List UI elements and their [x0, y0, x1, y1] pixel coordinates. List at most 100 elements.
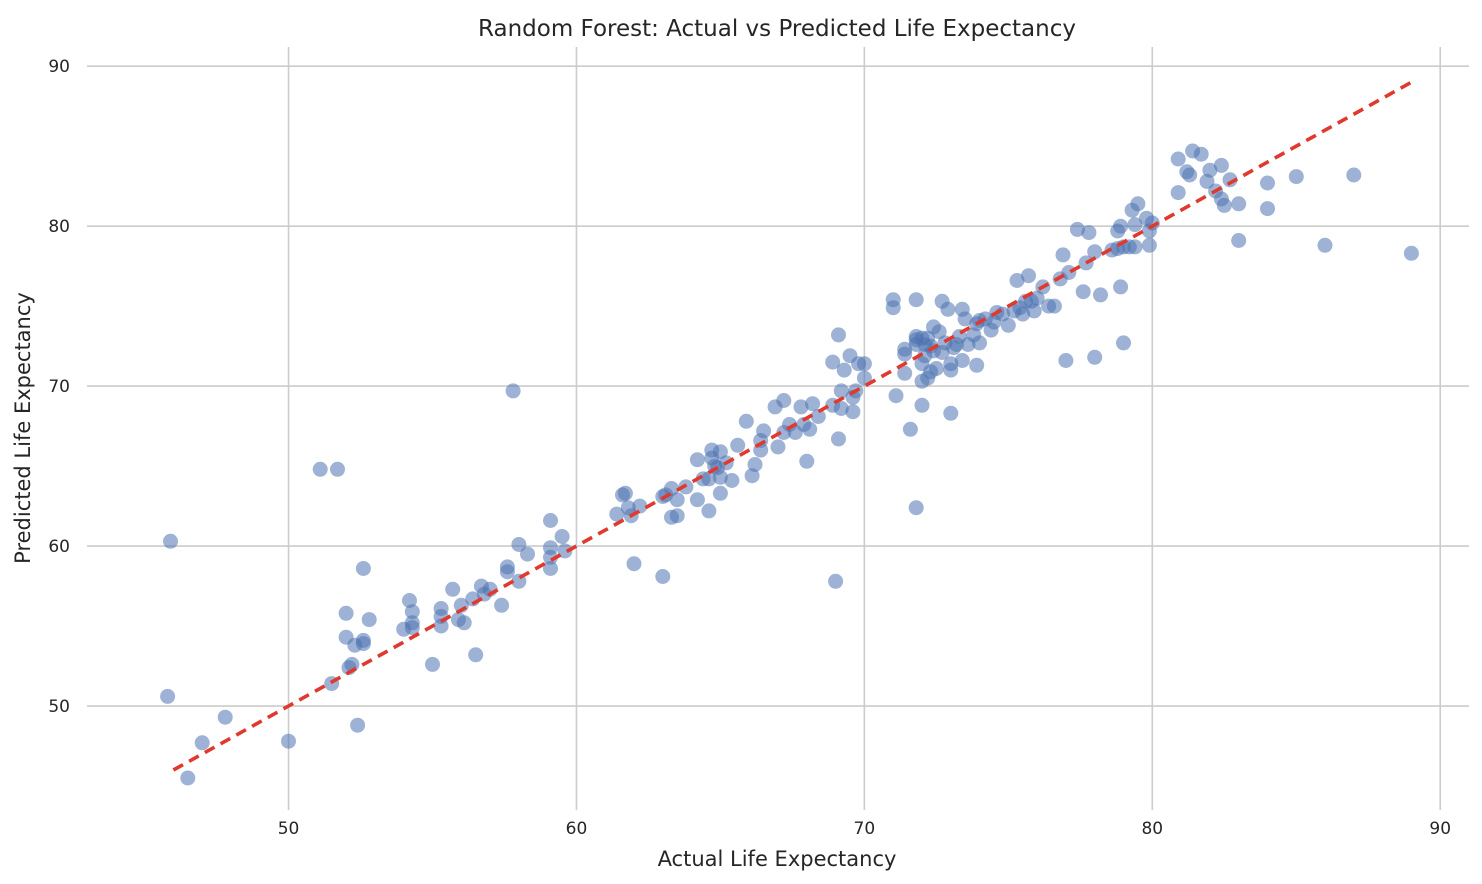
data-point: [1058, 353, 1074, 368]
data-point: [689, 452, 705, 468]
data-point: [1009, 273, 1025, 288]
data-point: [494, 597, 510, 613]
data-point: [1141, 237, 1157, 253]
data-point: [1403, 245, 1419, 261]
data-point: [1317, 237, 1333, 253]
data-point: [1000, 317, 1016, 333]
data-point: [632, 498, 648, 514]
data-point: [1113, 218, 1129, 234]
data-point: [957, 311, 973, 327]
data-point: [908, 292, 924, 308]
data-point: [1288, 169, 1304, 185]
data-point: [833, 383, 849, 399]
data-point: [969, 357, 985, 373]
data-point: [805, 396, 821, 412]
data-point: [888, 388, 904, 404]
reference-line: [172, 80, 1413, 772]
data-point: [1260, 201, 1275, 217]
data-point: [1202, 162, 1218, 178]
data-point: [404, 604, 420, 620]
data-point: [1216, 197, 1232, 213]
data-point: [756, 423, 772, 439]
data-point: [543, 513, 558, 528]
y-gridlines: [87, 65, 1469, 707]
data-point: [770, 439, 786, 455]
y-tick-labels: 50 60 70 80 90: [48, 57, 70, 717]
data-point: [943, 362, 959, 378]
data-point: [1182, 167, 1198, 183]
data-point: [897, 365, 913, 381]
data-point: [1127, 239, 1143, 255]
data-point: [972, 335, 987, 351]
data-point: [825, 354, 841, 370]
data-point: [1127, 217, 1143, 233]
y-tick-label: 60: [48, 537, 70, 557]
data-point: [1061, 265, 1077, 280]
data-point: [511, 537, 527, 552]
data-point: [1130, 196, 1146, 212]
y-tick-label: 80: [48, 217, 70, 237]
x-tick-label: 80: [1141, 819, 1163, 839]
data-point: [856, 370, 872, 386]
data-point: [1231, 196, 1247, 212]
data-point: [831, 327, 846, 343]
data-point: [1193, 146, 1209, 162]
x-tick-label: 60: [566, 819, 588, 839]
data-point: [712, 469, 728, 485]
data-point: [914, 397, 930, 413]
data-point: [669, 492, 685, 508]
data-point: [355, 561, 371, 576]
data-point: [312, 461, 328, 477]
data-point: [1170, 151, 1186, 167]
data-points: [160, 143, 1419, 786]
data-point: [845, 404, 861, 420]
data-point: [730, 437, 746, 453]
data-point: [669, 508, 685, 524]
data-point: [217, 709, 233, 725]
data-point: [1069, 221, 1085, 237]
data-point: [712, 485, 728, 501]
data-point: [802, 421, 818, 437]
data-point: [1093, 287, 1108, 303]
data-point: [1087, 244, 1103, 260]
data-point: [350, 717, 366, 733]
data-point: [1075, 284, 1091, 300]
data-point: [617, 485, 633, 501]
data-point: [1346, 167, 1362, 183]
data-point: [445, 581, 461, 597]
data-point: [505, 383, 521, 399]
data-point: [712, 444, 728, 460]
data-point: [456, 615, 472, 631]
data-point: [724, 473, 740, 488]
data-point: [701, 503, 717, 519]
y-tick-label: 50: [48, 697, 70, 717]
data-point: [1029, 290, 1045, 306]
data-point: [836, 362, 852, 378]
data-point: [954, 353, 970, 368]
data-point: [885, 300, 901, 316]
data-point: [664, 481, 679, 496]
data-point: [338, 605, 354, 621]
data-point: [689, 492, 705, 508]
data-point: [499, 564, 515, 580]
data-point: [1046, 298, 1062, 314]
data-point: [1260, 175, 1275, 191]
data-point: [554, 529, 570, 544]
data-point: [1170, 185, 1186, 201]
data-point: [468, 647, 484, 663]
data-point: [793, 399, 809, 415]
data-point: [1116, 335, 1131, 351]
data-point: [402, 593, 417, 608]
data-point: [831, 431, 846, 447]
data-point: [160, 688, 176, 704]
data-point: [626, 556, 642, 572]
data-point: [940, 301, 956, 317]
data-point: [856, 356, 872, 372]
data-point: [928, 361, 944, 376]
data-point: [1055, 247, 1071, 263]
x-tick-labels: 50 60 70 80 90: [278, 819, 1451, 839]
data-point: [361, 612, 377, 628]
data-point: [1213, 157, 1229, 173]
data-point: [833, 401, 849, 416]
